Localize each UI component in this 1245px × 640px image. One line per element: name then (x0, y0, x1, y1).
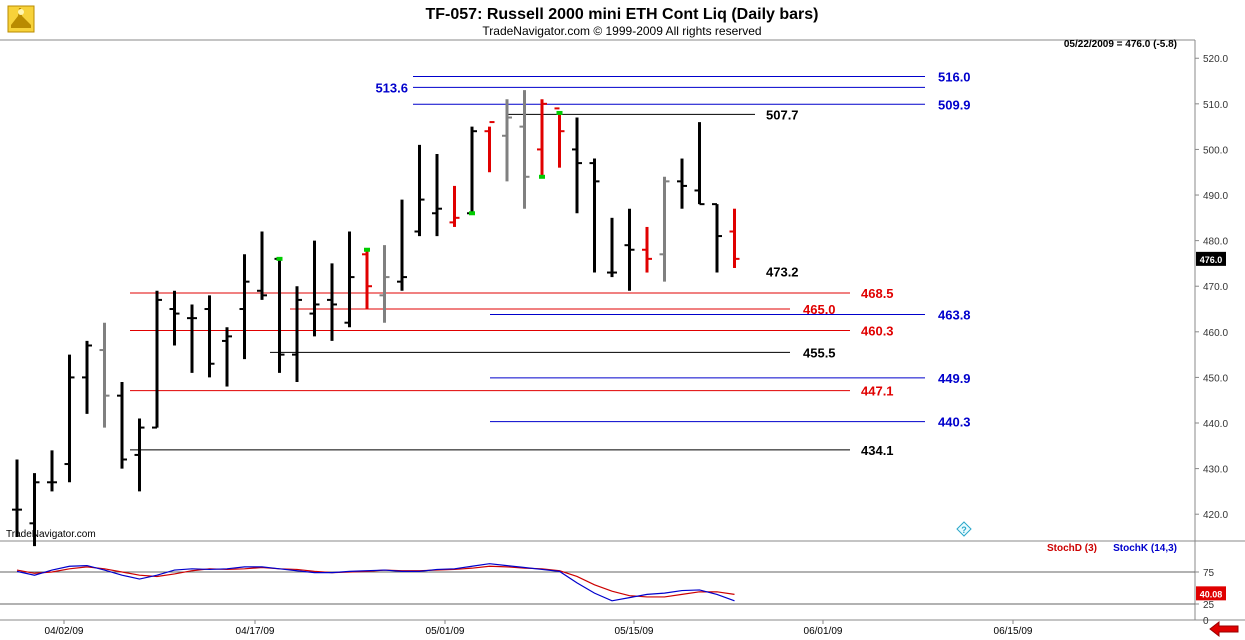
date-tick-label: 06/01/09 (804, 626, 843, 637)
ohlc-bar (222, 327, 232, 387)
ohlc-bar (327, 263, 337, 341)
price-tick-label: 500.0 (1203, 145, 1228, 156)
help-icon-label: ? (961, 525, 967, 535)
ohlc-bar (12, 459, 22, 537)
stoch-value-tag-label: 40.08 (1200, 589, 1223, 599)
price-tick-label: 460.0 (1203, 328, 1228, 339)
price-axis: 420.0 430.0 440.0 450.0 460.0 470.0 480.0 490.0… (1195, 54, 1228, 521)
ohlc-bar (432, 153, 442, 237)
ohlc-bar (344, 231, 355, 328)
ohlc-bar (502, 99, 512, 182)
ohlc-bars (12, 90, 740, 547)
ohlc-bar (169, 290, 180, 346)
level-label-449.9: 449.9 (938, 371, 971, 386)
level-label-465.0: 465.0 (803, 302, 836, 317)
ohlc-bar (642, 226, 652, 273)
last-quote: 05/22/2009 = 476.0 (-5.8) (1064, 39, 1177, 50)
ohlc-bar (379, 245, 390, 323)
level-label-507.7: 507.7 (766, 107, 799, 122)
ohlc-bar (484, 121, 495, 173)
chart-subtitle: TradeNavigator.com © 1999-2009 All right… (482, 24, 761, 38)
level-label-463.8: 463.8 (938, 307, 971, 322)
chart-title: TF-057: Russell 2000 mini ETH Cont Liq (… (426, 6, 819, 23)
date-tick-label: 06/15/09 (994, 626, 1033, 637)
ohlc-bar (99, 322, 110, 428)
date-axis: 04/02/09 04/17/09 05/01/09 05/15/09 06/01/09… (45, 620, 1033, 637)
ohlc-bar (414, 144, 425, 237)
level-label-473.2: 473.2 (766, 265, 799, 280)
level-label-516.0: 516.0 (938, 69, 971, 84)
ohlc-bar (607, 217, 617, 278)
ohlc-bar (519, 90, 530, 209)
level-label-509.9: 509.9 (938, 97, 971, 112)
price-tick-label: 440.0 (1203, 419, 1228, 430)
ohlc-bar (47, 450, 57, 492)
ohlc-bar (204, 295, 215, 378)
last-price-tag-label: 476.0 (1200, 255, 1223, 265)
price-tick-label: 520.0 (1203, 54, 1228, 65)
ohlc-bar (309, 240, 320, 337)
level-label-455.5: 455.5 (803, 345, 836, 360)
price-tick-label: 430.0 (1203, 465, 1228, 476)
ohlc-bar (362, 247, 372, 310)
ohlc-bar (659, 176, 670, 282)
price-tick-label: 450.0 (1203, 373, 1228, 384)
scroll-left-arrow-icon[interactable] (1209, 620, 1239, 638)
stoch-tick-label: 25 (1203, 600, 1215, 611)
last-price-tag (1196, 251, 1226, 266)
ohlc-bar (29, 473, 40, 547)
ohlc-bar (187, 304, 197, 373)
price-tick-label: 490.0 (1203, 191, 1228, 202)
level-label-513.6: 513.6 (375, 80, 408, 95)
date-tick-label: 05/01/09 (426, 626, 465, 637)
ohlc-bar (712, 203, 722, 273)
ohlc-bar (572, 117, 582, 214)
ohlc-bar (117, 381, 127, 469)
ohlc-bar (677, 158, 687, 209)
ohlc-bar (537, 99, 547, 179)
ohlc-bar (397, 199, 407, 291)
stoch-value-tag (1196, 586, 1226, 601)
level-label-447.1: 447.1 (861, 384, 894, 399)
ohlc-bar (134, 418, 145, 492)
ohlc-bar (64, 354, 75, 483)
price-tick-label: 470.0 (1203, 282, 1228, 293)
date-tick-label: 04/17/09 (236, 626, 275, 637)
legend-stoch-k: StochK (14,3) (1113, 543, 1177, 554)
ohlc-bar (449, 185, 460, 227)
ohlc-bar (239, 254, 250, 360)
help-icon[interactable]: ? (956, 521, 972, 537)
stochastic-panel: 75 25 0 40.08 (0, 563, 1226, 627)
date-tick-label: 04/02/09 (45, 626, 84, 637)
ohlc-bar (82, 340, 92, 414)
price-tick-label: 420.0 (1203, 510, 1228, 521)
ohlc-bar (554, 107, 565, 168)
ohlc-bar (274, 256, 285, 373)
price-tick-label: 510.0 (1203, 100, 1228, 111)
level-label-440.3: 440.3 (938, 415, 971, 430)
ohlc-bar (467, 126, 477, 216)
level-label-468.5: 468.5 (861, 286, 894, 301)
date-tick-label: 05/15/09 (615, 626, 654, 637)
ohlc-bar (292, 286, 302, 382)
ohlc-bar (624, 208, 635, 291)
price-tick-label: 480.0 (1203, 237, 1228, 248)
support-resistance-levels: 516.0 513.6 509.9 507.7 473.2 468.5 465.0 463.8… (130, 69, 971, 458)
ohlc-bar (257, 231, 267, 300)
level-label-434.1: 434.1 (861, 443, 894, 458)
ohlc-bar (729, 208, 740, 268)
level-label-460.3: 460.3 (861, 323, 894, 338)
legend-stoch-d: StochD (3) (1047, 543, 1097, 554)
ohlc-bar (589, 158, 600, 273)
stoch-tick-label: 0 (1203, 616, 1209, 627)
stoch-tick-label: 75 (1203, 568, 1215, 579)
watermark: TradeNavigator.com (6, 529, 96, 540)
stoch-k-line (16, 563, 735, 602)
ohlc-bar (694, 122, 705, 206)
ohlc-bar (152, 290, 162, 429)
trade-navigator-logo[interactable] (7, 5, 35, 33)
